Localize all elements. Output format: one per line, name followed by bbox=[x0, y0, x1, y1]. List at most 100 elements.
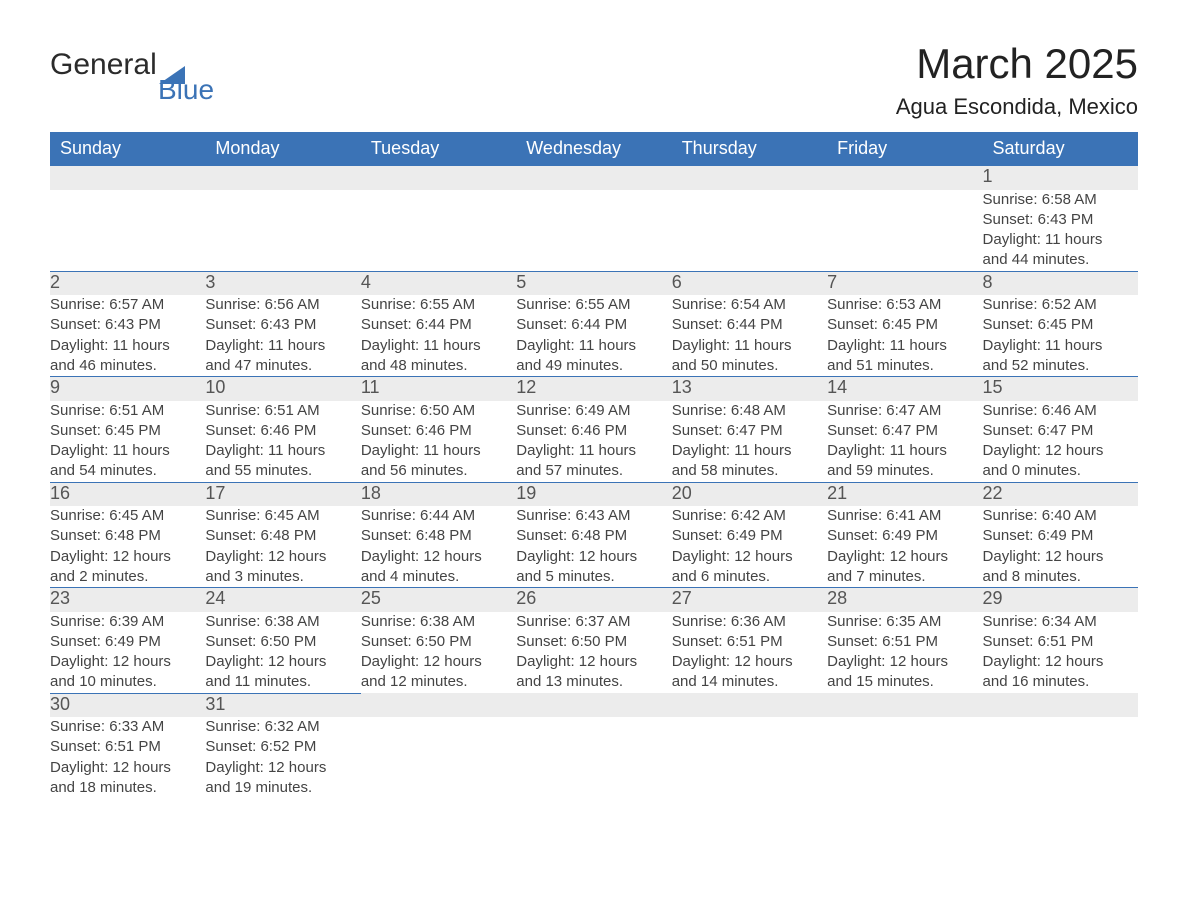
daylight-line-1: Daylight: 12 hours bbox=[672, 547, 827, 567]
day-cell bbox=[983, 717, 1138, 798]
daylight-line-1: Daylight: 11 hours bbox=[516, 441, 671, 461]
day-number: 15 bbox=[983, 377, 1138, 401]
day-number: 10 bbox=[205, 377, 360, 401]
day-data-row: Sunrise: 6:57 AMSunset: 6:43 PMDaylight:… bbox=[50, 295, 1138, 377]
daylight-line-2: and 4 minutes. bbox=[361, 567, 516, 587]
day-cell: Sunrise: 6:42 AMSunset: 6:49 PMDaylight:… bbox=[672, 506, 827, 588]
sunrise-line: Sunrise: 6:42 AM bbox=[672, 506, 827, 526]
sunset-line: Sunset: 6:49 PM bbox=[983, 526, 1138, 546]
daylight-line-1: Daylight: 11 hours bbox=[361, 441, 516, 461]
daylight-line-2: and 3 minutes. bbox=[205, 567, 360, 587]
logo-word2: Blue bbox=[158, 76, 214, 104]
weekday-header-row: SundayMondayTuesdayWednesdayThursdayFrid… bbox=[50, 132, 1138, 166]
day-number bbox=[361, 693, 516, 717]
day-number: 30 bbox=[50, 693, 205, 717]
day-cell bbox=[516, 717, 671, 798]
daylight-line-1: Daylight: 12 hours bbox=[50, 758, 205, 778]
day-number: 6 bbox=[672, 271, 827, 295]
day-number bbox=[827, 693, 982, 717]
day-cell: Sunrise: 6:37 AMSunset: 6:50 PMDaylight:… bbox=[516, 612, 671, 694]
sunrise-line: Sunrise: 6:36 AM bbox=[672, 612, 827, 632]
sunrise-line: Sunrise: 6:55 AM bbox=[361, 295, 516, 315]
daylight-line-2: and 14 minutes. bbox=[672, 672, 827, 692]
day-number: 24 bbox=[205, 588, 360, 612]
logo: General Blue bbox=[50, 50, 214, 104]
day-cell: Sunrise: 6:43 AMSunset: 6:48 PMDaylight:… bbox=[516, 506, 671, 588]
day-number-row: 23242526272829 bbox=[50, 588, 1138, 612]
daylight-line-2: and 54 minutes. bbox=[50, 461, 205, 481]
daylight-line-2: and 55 minutes. bbox=[205, 461, 360, 481]
daylight-line-1: Daylight: 11 hours bbox=[205, 336, 360, 356]
daylight-line-2: and 57 minutes. bbox=[516, 461, 671, 481]
day-number: 1 bbox=[983, 166, 1138, 190]
daylight-line-1: Daylight: 12 hours bbox=[205, 652, 360, 672]
daylight-line-2: and 47 minutes. bbox=[205, 356, 360, 376]
sunrise-line: Sunrise: 6:49 AM bbox=[516, 401, 671, 421]
daylight-line-2: and 12 minutes. bbox=[361, 672, 516, 692]
day-cell: Sunrise: 6:44 AMSunset: 6:48 PMDaylight:… bbox=[361, 506, 516, 588]
day-cell: Sunrise: 6:39 AMSunset: 6:49 PMDaylight:… bbox=[50, 612, 205, 694]
daylight-line-1: Daylight: 12 hours bbox=[361, 547, 516, 567]
sunrise-line: Sunrise: 6:43 AM bbox=[516, 506, 671, 526]
day-number: 31 bbox=[205, 693, 360, 717]
day-number bbox=[516, 166, 671, 190]
day-number bbox=[205, 166, 360, 190]
day-cell bbox=[672, 717, 827, 798]
sunset-line: Sunset: 6:47 PM bbox=[983, 421, 1138, 441]
weekday-header: Friday bbox=[827, 132, 982, 166]
sunrise-line: Sunrise: 6:33 AM bbox=[50, 717, 205, 737]
sunrise-line: Sunrise: 6:46 AM bbox=[983, 401, 1138, 421]
sunset-line: Sunset: 6:48 PM bbox=[516, 526, 671, 546]
weekday-header: Monday bbox=[205, 132, 360, 166]
daylight-line-2: and 56 minutes. bbox=[361, 461, 516, 481]
day-data-row: Sunrise: 6:45 AMSunset: 6:48 PMDaylight:… bbox=[50, 506, 1138, 588]
day-data-row: Sunrise: 6:39 AMSunset: 6:49 PMDaylight:… bbox=[50, 612, 1138, 694]
daylight-line-1: Daylight: 12 hours bbox=[672, 652, 827, 672]
day-number: 23 bbox=[50, 588, 205, 612]
day-cell: Sunrise: 6:57 AMSunset: 6:43 PMDaylight:… bbox=[50, 295, 205, 377]
daylight-line-1: Daylight: 12 hours bbox=[50, 652, 205, 672]
day-cell: Sunrise: 6:49 AMSunset: 6:46 PMDaylight:… bbox=[516, 401, 671, 483]
day-cell: Sunrise: 6:51 AMSunset: 6:46 PMDaylight:… bbox=[205, 401, 360, 483]
weekday-header: Thursday bbox=[672, 132, 827, 166]
sunset-line: Sunset: 6:46 PM bbox=[205, 421, 360, 441]
day-cell bbox=[50, 190, 205, 272]
sunset-line: Sunset: 6:51 PM bbox=[827, 632, 982, 652]
daylight-line-2: and 16 minutes. bbox=[983, 672, 1138, 692]
daylight-line-2: and 10 minutes. bbox=[50, 672, 205, 692]
daylight-line-1: Daylight: 11 hours bbox=[827, 441, 982, 461]
sunrise-line: Sunrise: 6:38 AM bbox=[361, 612, 516, 632]
daylight-line-2: and 8 minutes. bbox=[983, 567, 1138, 587]
sunset-line: Sunset: 6:49 PM bbox=[50, 632, 205, 652]
daylight-line-2: and 11 minutes. bbox=[205, 672, 360, 692]
daylight-line-1: Daylight: 11 hours bbox=[672, 441, 827, 461]
day-number: 19 bbox=[516, 482, 671, 506]
day-number: 27 bbox=[672, 588, 827, 612]
day-cell: Sunrise: 6:46 AMSunset: 6:47 PMDaylight:… bbox=[983, 401, 1138, 483]
sunrise-line: Sunrise: 6:47 AM bbox=[827, 401, 982, 421]
sunrise-line: Sunrise: 6:56 AM bbox=[205, 295, 360, 315]
weekday-header: Saturday bbox=[983, 132, 1138, 166]
daylight-line-2: and 46 minutes. bbox=[50, 356, 205, 376]
daylight-line-2: and 15 minutes. bbox=[827, 672, 982, 692]
day-cell: Sunrise: 6:51 AMSunset: 6:45 PMDaylight:… bbox=[50, 401, 205, 483]
day-data-row: Sunrise: 6:33 AMSunset: 6:51 PMDaylight:… bbox=[50, 717, 1138, 798]
day-cell: Sunrise: 6:45 AMSunset: 6:48 PMDaylight:… bbox=[50, 506, 205, 588]
daylight-line-1: Daylight: 12 hours bbox=[827, 547, 982, 567]
sunset-line: Sunset: 6:45 PM bbox=[50, 421, 205, 441]
logo-word1: General bbox=[50, 50, 157, 80]
day-number: 3 bbox=[205, 271, 360, 295]
sunrise-line: Sunrise: 6:51 AM bbox=[50, 401, 205, 421]
day-cell: Sunrise: 6:47 AMSunset: 6:47 PMDaylight:… bbox=[827, 401, 982, 483]
weekday-header: Tuesday bbox=[361, 132, 516, 166]
day-cell: Sunrise: 6:38 AMSunset: 6:50 PMDaylight:… bbox=[205, 612, 360, 694]
daylight-line-1: Daylight: 11 hours bbox=[50, 336, 205, 356]
daylight-line-2: and 49 minutes. bbox=[516, 356, 671, 376]
day-cell: Sunrise: 6:34 AMSunset: 6:51 PMDaylight:… bbox=[983, 612, 1138, 694]
day-cell: Sunrise: 6:50 AMSunset: 6:46 PMDaylight:… bbox=[361, 401, 516, 483]
sunrise-line: Sunrise: 6:55 AM bbox=[516, 295, 671, 315]
sunset-line: Sunset: 6:47 PM bbox=[827, 421, 982, 441]
sunrise-line: Sunrise: 6:50 AM bbox=[361, 401, 516, 421]
sunrise-line: Sunrise: 6:54 AM bbox=[672, 295, 827, 315]
weekday-header: Sunday bbox=[50, 132, 205, 166]
